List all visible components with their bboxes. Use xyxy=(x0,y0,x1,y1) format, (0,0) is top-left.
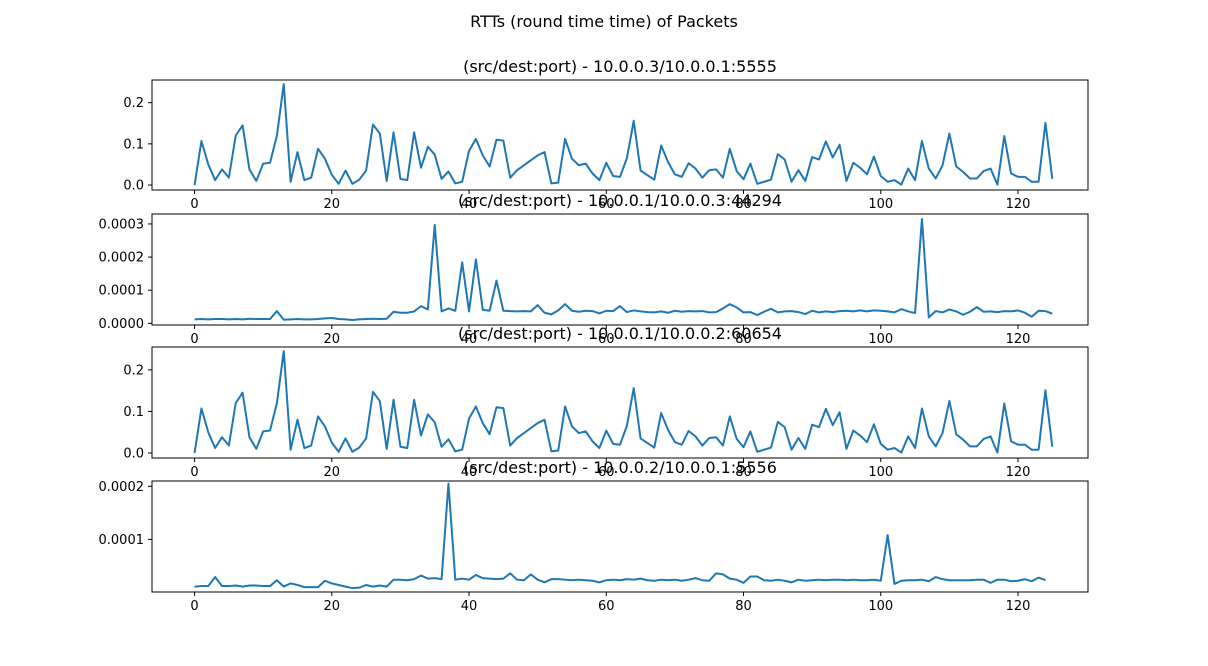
subplot-title: (src/dest:port) - 10.0.0.3/10.0.0.1:5555 xyxy=(463,57,777,76)
x-tick-label: 60 xyxy=(598,332,615,347)
x-tick-label: 0 xyxy=(190,197,198,212)
x-tick-label: 80 xyxy=(735,332,752,347)
subplot-2: 0 20 40 60 80 100 120 0.0000 0.0001 0.0002 0.0003 (… xyxy=(99,191,1089,347)
x-tick-label: 20 xyxy=(324,599,341,614)
series-line xyxy=(193,83,1054,186)
subplot-title: (src/dest:port) - 10.0.0.1/10.0.0.2:6065… xyxy=(458,324,782,343)
x-tick-label: 0 xyxy=(190,465,198,480)
y-tick-label: 0.0 xyxy=(123,447,144,462)
x-tick-label: 0 xyxy=(190,599,198,614)
axes-frame xyxy=(151,480,1089,593)
y-tick-label: 0.0 xyxy=(123,179,144,194)
x-tick-label: 120 xyxy=(1006,599,1031,614)
axes-frame xyxy=(151,79,1089,191)
axes-frame xyxy=(151,213,1089,326)
figure-title: RTTs (round time time) of Packets xyxy=(470,12,738,31)
x-tick-label: 80 xyxy=(735,197,752,212)
x-tick-label: 120 xyxy=(1006,332,1031,347)
y-tick-label: 0.2 xyxy=(123,363,144,378)
x-tick-label: 20 xyxy=(324,332,341,347)
y-tick-label: 0.1 xyxy=(123,137,144,152)
x-tick-label: 120 xyxy=(1006,465,1031,480)
x-tick-label: 40 xyxy=(461,465,478,480)
y-tick-label: 0.0001 xyxy=(99,284,145,299)
y-tick-label: 0.2 xyxy=(123,96,144,111)
x-tick-label: 20 xyxy=(324,465,341,480)
x-tick-label: 100 xyxy=(868,332,893,347)
x-tick-label: 20 xyxy=(324,197,341,212)
x-tick-label: 40 xyxy=(461,599,478,614)
subplot-1: 0 20 40 60 80 100 120 0.0 0.1 0.2 (src/dest:port) … xyxy=(123,57,1089,212)
y-tick-label: 0.0001 xyxy=(99,533,145,548)
y-tick-label: 0.0000 xyxy=(99,317,145,332)
x-tick-label: 80 xyxy=(735,599,752,614)
x-tick-label: 0 xyxy=(190,332,198,347)
x-tick-label: 120 xyxy=(1006,197,1031,212)
x-tick-label: 60 xyxy=(598,197,615,212)
x-tick-label: 40 xyxy=(461,197,478,212)
subplot-4: 0 20 40 60 80 100 120 0.0001 0.0002 (src/dest:por… xyxy=(99,458,1089,614)
subplot-title: (src/dest:port) - 10.0.0.2/10.0.0.1:5556 xyxy=(463,458,777,477)
y-tick-label: 0.0002 xyxy=(99,251,145,266)
x-tick-label: 80 xyxy=(735,465,752,480)
y-tick-label: 0.0002 xyxy=(99,480,145,495)
x-tick-label: 100 xyxy=(868,465,893,480)
subplot-3: 0 20 40 60 80 100 120 0.0 0.1 0.2 (src/dest:port) … xyxy=(123,324,1089,480)
x-tick-label: 100 xyxy=(868,599,893,614)
x-tick-label: 40 xyxy=(461,332,478,347)
y-tick-label: 0.1 xyxy=(123,405,144,420)
series-line xyxy=(194,482,1046,590)
subplot-title: (src/dest:port) - 10.0.0.1/10.0.0.3:4429… xyxy=(458,191,782,210)
x-tick-label: 100 xyxy=(868,197,893,212)
series-line xyxy=(194,217,1053,322)
x-tick-label: 60 xyxy=(598,599,615,614)
y-tick-label: 0.0003 xyxy=(99,217,145,232)
axes-frame xyxy=(151,346,1089,459)
series-line xyxy=(193,350,1054,454)
x-tick-label: 60 xyxy=(598,465,615,480)
